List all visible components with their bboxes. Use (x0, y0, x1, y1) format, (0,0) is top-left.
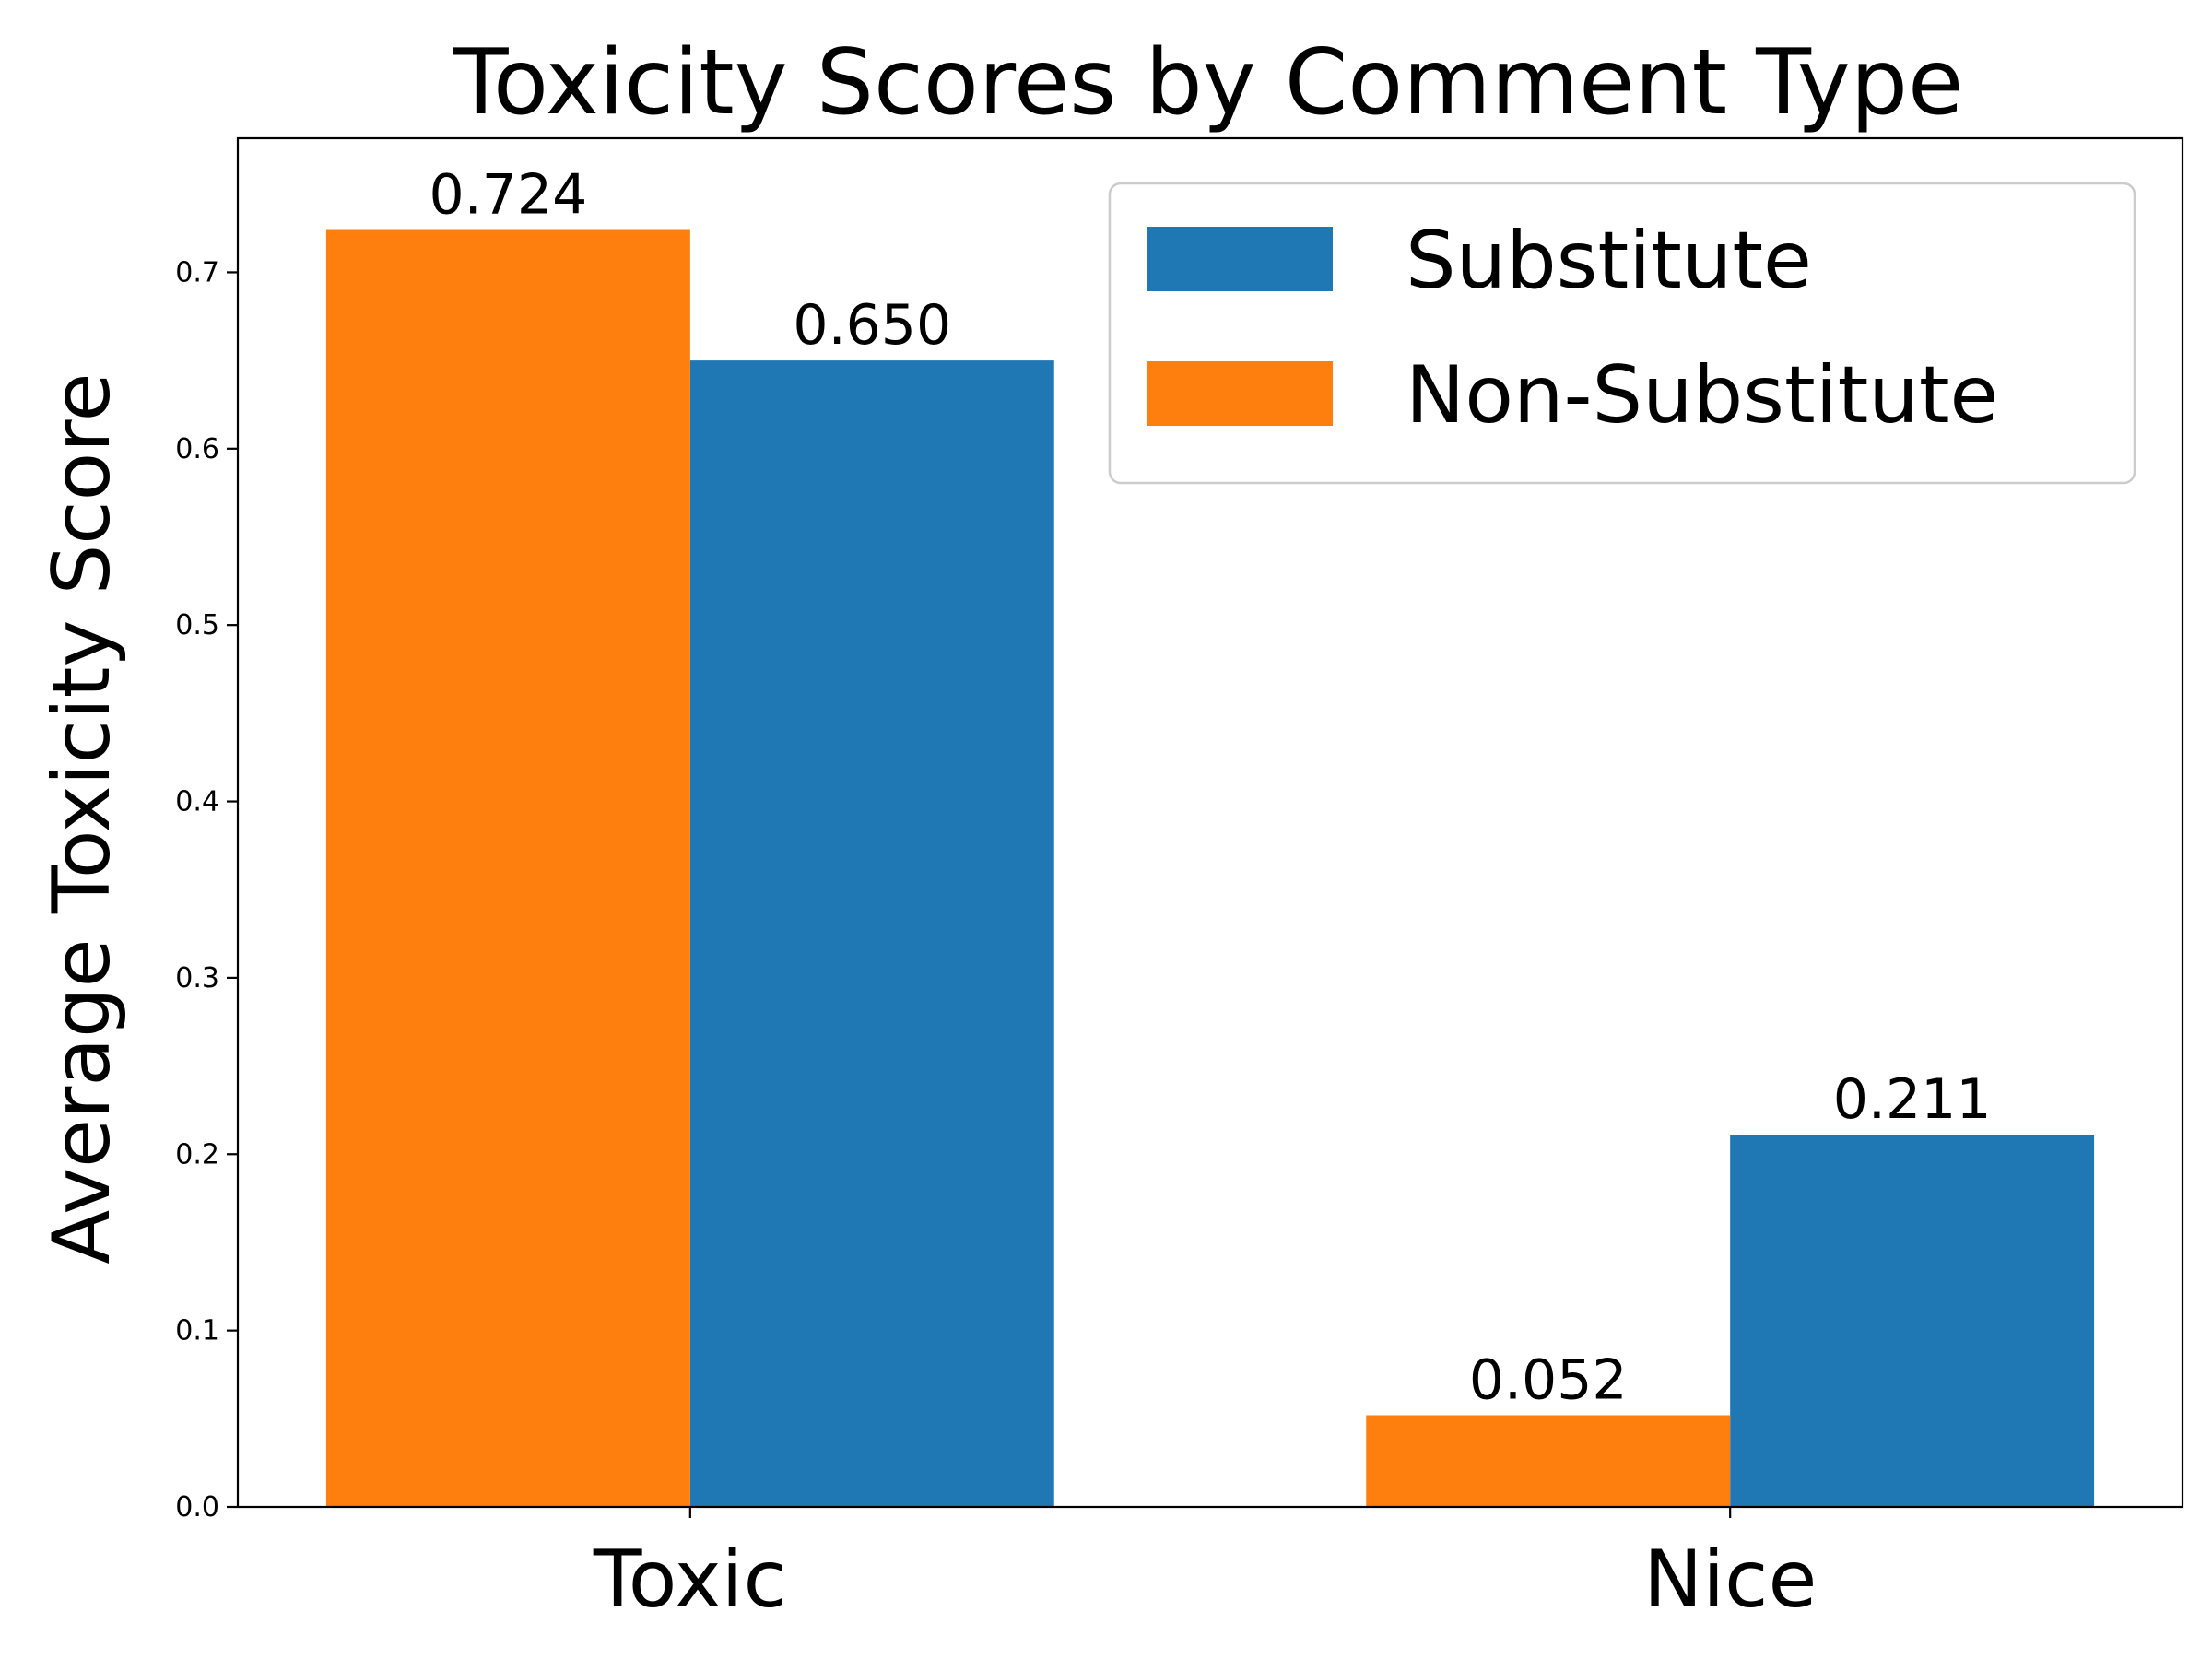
legend-label-substitute: Substitute (1406, 215, 1812, 307)
bar-label-substitute-nice: 0.211 (1833, 1067, 1992, 1132)
bar-substitute-toxic (689, 360, 1054, 1508)
bar-labels: 0.650 0.211 0.724 0.052 (429, 163, 1991, 1413)
y-axis: 0.0 0.1 0.2 0.3 0.4 0.5 0.6 0.7 (175, 256, 238, 1524)
x-axis: Toxic Nice (593, 1507, 1817, 1626)
legend-items: Substitute Non-Substitute (1147, 215, 1998, 441)
y-tick-label: 0.2 (175, 1138, 219, 1171)
y-axis-label: Average Toxicity Score (36, 372, 128, 1264)
y-tick-label: 0.5 (175, 609, 219, 641)
chart-title: Toxicity Scores by Comment Type (453, 30, 1964, 135)
legend: Substitute Non-Substitute (1108, 182, 2136, 485)
plot-frame (236, 136, 2184, 1509)
x-tick-label-nice: Nice (1643, 1534, 1817, 1626)
bar-non-substitute-toxic (325, 229, 690, 1508)
y-tick-label: 0.3 (175, 962, 219, 994)
y-tick-label: 0.6 (175, 433, 219, 465)
bar-substitute-nice (1730, 1135, 2095, 1507)
y-tick-label: 0.4 (175, 786, 219, 818)
bars (325, 229, 2095, 1508)
bar-label-substitute-toxic: 0.650 (793, 293, 951, 358)
y-tick-label: 0.1 (175, 1315, 219, 1347)
bar-non-substitute-nice (1366, 1415, 1731, 1507)
bar-label-non-substitute-toxic: 0.724 (429, 163, 587, 228)
legend-label-non-substitute: Non-Substitute (1406, 349, 1998, 441)
legend-swatch-substitute (1147, 227, 1333, 291)
legend-frame (1108, 182, 2136, 485)
y-tick-label: 0.7 (175, 256, 219, 288)
legend-swatch-non-substitute (1147, 361, 1333, 426)
x-tick-label-toxic: Toxic (593, 1534, 787, 1626)
bar-label-non-substitute-nice: 0.052 (1469, 1347, 1628, 1412)
y-tick-label: 0.0 (175, 1491, 219, 1524)
